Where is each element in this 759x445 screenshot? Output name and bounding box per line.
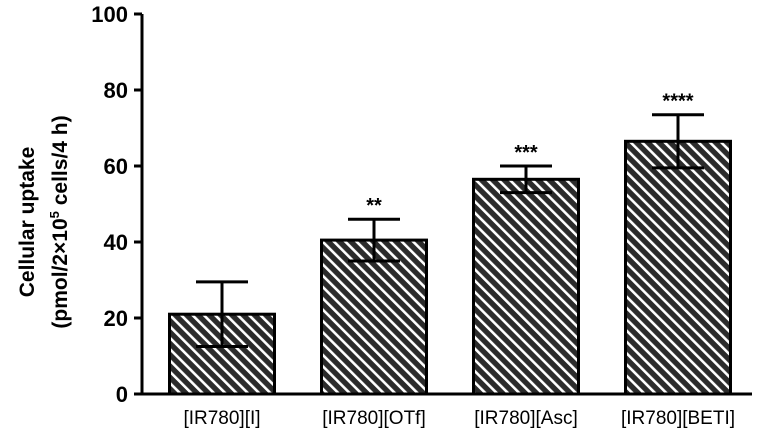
y-axis-label-line2: (pmol/2×105 cells/4 h) bbox=[41, 115, 74, 328]
x-tick-label-2: [IR780][OTf] bbox=[322, 408, 425, 429]
significance-label-3: *** bbox=[514, 142, 538, 164]
x-tick-label-3: [IR780][Asc] bbox=[474, 408, 578, 429]
bar-3 bbox=[472, 177, 580, 396]
y-tick-label: 40 bbox=[104, 230, 128, 255]
error-bar-4 bbox=[652, 113, 704, 170]
y-tick-label: 80 bbox=[104, 78, 128, 103]
x-tick-label-4: [IR780][BETI] bbox=[621, 408, 735, 429]
y-axis-label-line2-pre: (pmol/2×10 bbox=[49, 218, 72, 329]
error-bar-2 bbox=[348, 217, 400, 263]
y-tick-label: 60 bbox=[104, 154, 128, 179]
y-axis-label-exponent: 5 bbox=[47, 211, 62, 219]
error-bar-3 bbox=[500, 164, 552, 195]
x-tick-label-1: [IR780][I] bbox=[183, 408, 260, 429]
bar-4 bbox=[624, 139, 732, 396]
y-tick-label: 20 bbox=[104, 306, 128, 331]
y-tick-label: 100 bbox=[91, 2, 128, 27]
error-bars-layer bbox=[196, 113, 704, 348]
x-tick-labels-layer: [IR780][I] [IR780][OTf] [IR780][Asc] [IR780… bbox=[183, 408, 735, 429]
y-tick-label: 0 bbox=[116, 382, 128, 407]
y-ticks-layer: 0 20 40 60 80 100 bbox=[91, 2, 142, 407]
significance-label-2: ** bbox=[366, 195, 382, 217]
significance-label-4: **** bbox=[662, 91, 693, 113]
significance-labels-layer: ********* bbox=[366, 91, 694, 218]
y-axis-label: Cellular uptake (pmol/2×105 cells/4 h) bbox=[14, 115, 74, 328]
axes-layer bbox=[140, 14, 752, 396]
y-axis-label-line1: Cellular uptake bbox=[16, 146, 39, 298]
error-bar-1 bbox=[196, 280, 248, 348]
y-axis-label-line2-post: cells/4 h) bbox=[49, 115, 72, 212]
bar-2 bbox=[320, 238, 428, 396]
bars-layer bbox=[168, 139, 732, 396]
